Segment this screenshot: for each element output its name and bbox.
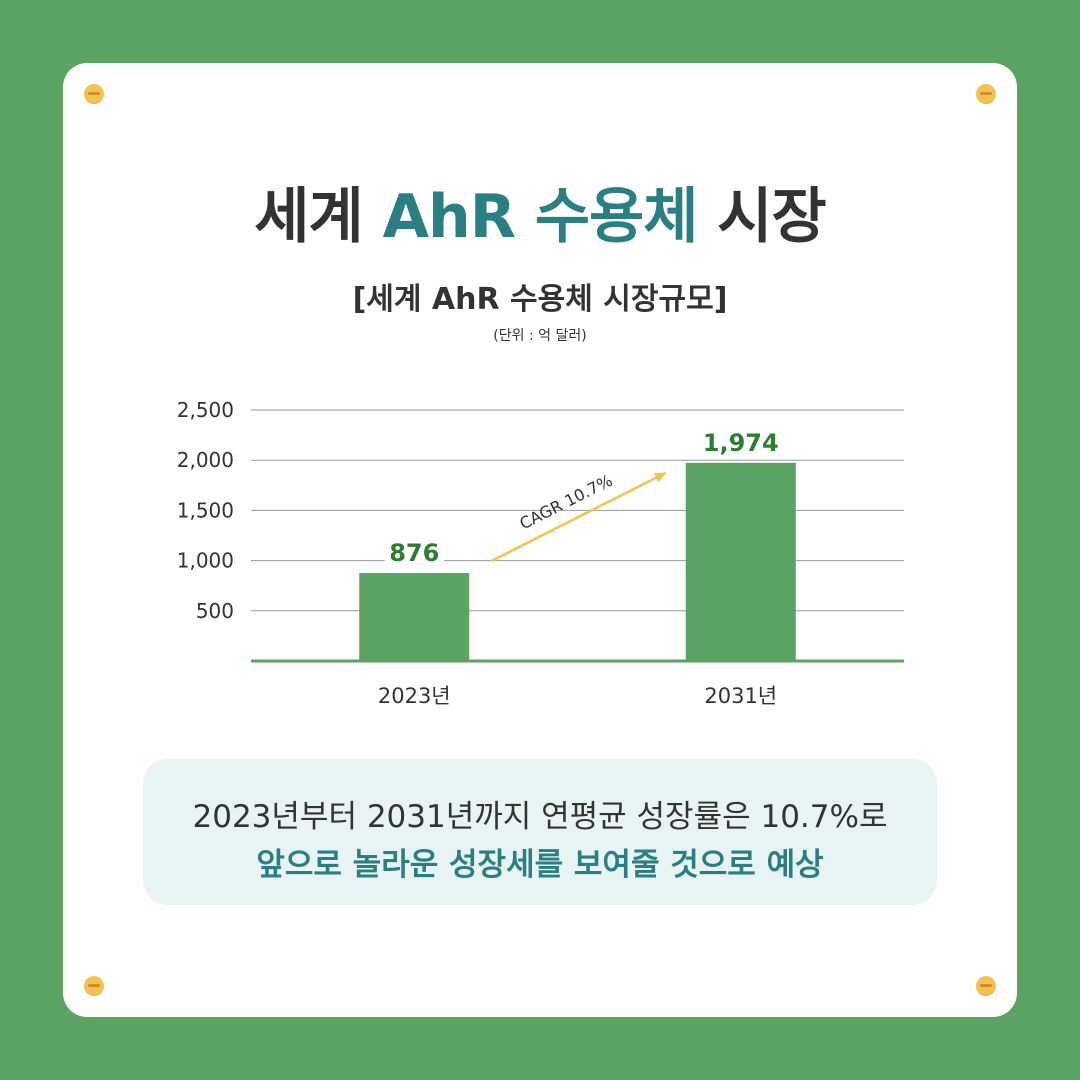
cagr-arrowhead	[653, 472, 666, 483]
x-tick-label: 2023년	[378, 684, 451, 708]
page-title: 세계 AhR 수용체 시장	[0, 168, 1080, 255]
title-suffix: 시장	[697, 182, 826, 252]
screw-icon	[976, 976, 996, 996]
y-tick-label: 2,500	[177, 398, 234, 422]
screw-icon	[84, 976, 104, 996]
screw-icon	[84, 84, 104, 104]
bar	[359, 573, 470, 661]
cagr-arrow	[490, 471, 667, 563]
chart-unit: (단위 : 억 달러)	[493, 328, 587, 344]
summary-line-1: 2023년부터 2031년까지 연평균 성장률은 10.7%로	[192, 799, 888, 835]
chart-subtitle: [세계 AhR 수용체 시장규모]	[352, 282, 728, 317]
bar-chart: 500 1,000 1,500 2,000 2,500 876 2023년 1,974 2031…	[177, 398, 904, 708]
value-label: 876	[389, 539, 439, 567]
y-tick-label: 1,500	[177, 498, 234, 522]
y-tick-label: 500	[196, 599, 234, 623]
summary-box: 2023년부터 2031년까지 연평균 성장률은 10.7%로 앞으로 놀라운 …	[143, 759, 937, 905]
title-prefix: 세계	[254, 182, 383, 252]
value-label-background	[384, 535, 444, 566]
y-tick-label: 1,000	[177, 549, 234, 573]
y-tick-label: 2,000	[177, 448, 234, 472]
bar	[685, 462, 796, 661]
screw-icon	[976, 84, 996, 104]
value-label-background	[696, 424, 786, 455]
summary-line-2: 앞으로 놀라운 성장세를 보여줄 것으로 예상	[256, 847, 824, 883]
title-highlight: AhR 수용체	[382, 182, 699, 252]
x-tick-label: 2031년	[704, 684, 777, 708]
value-label: 1,974	[703, 429, 779, 457]
